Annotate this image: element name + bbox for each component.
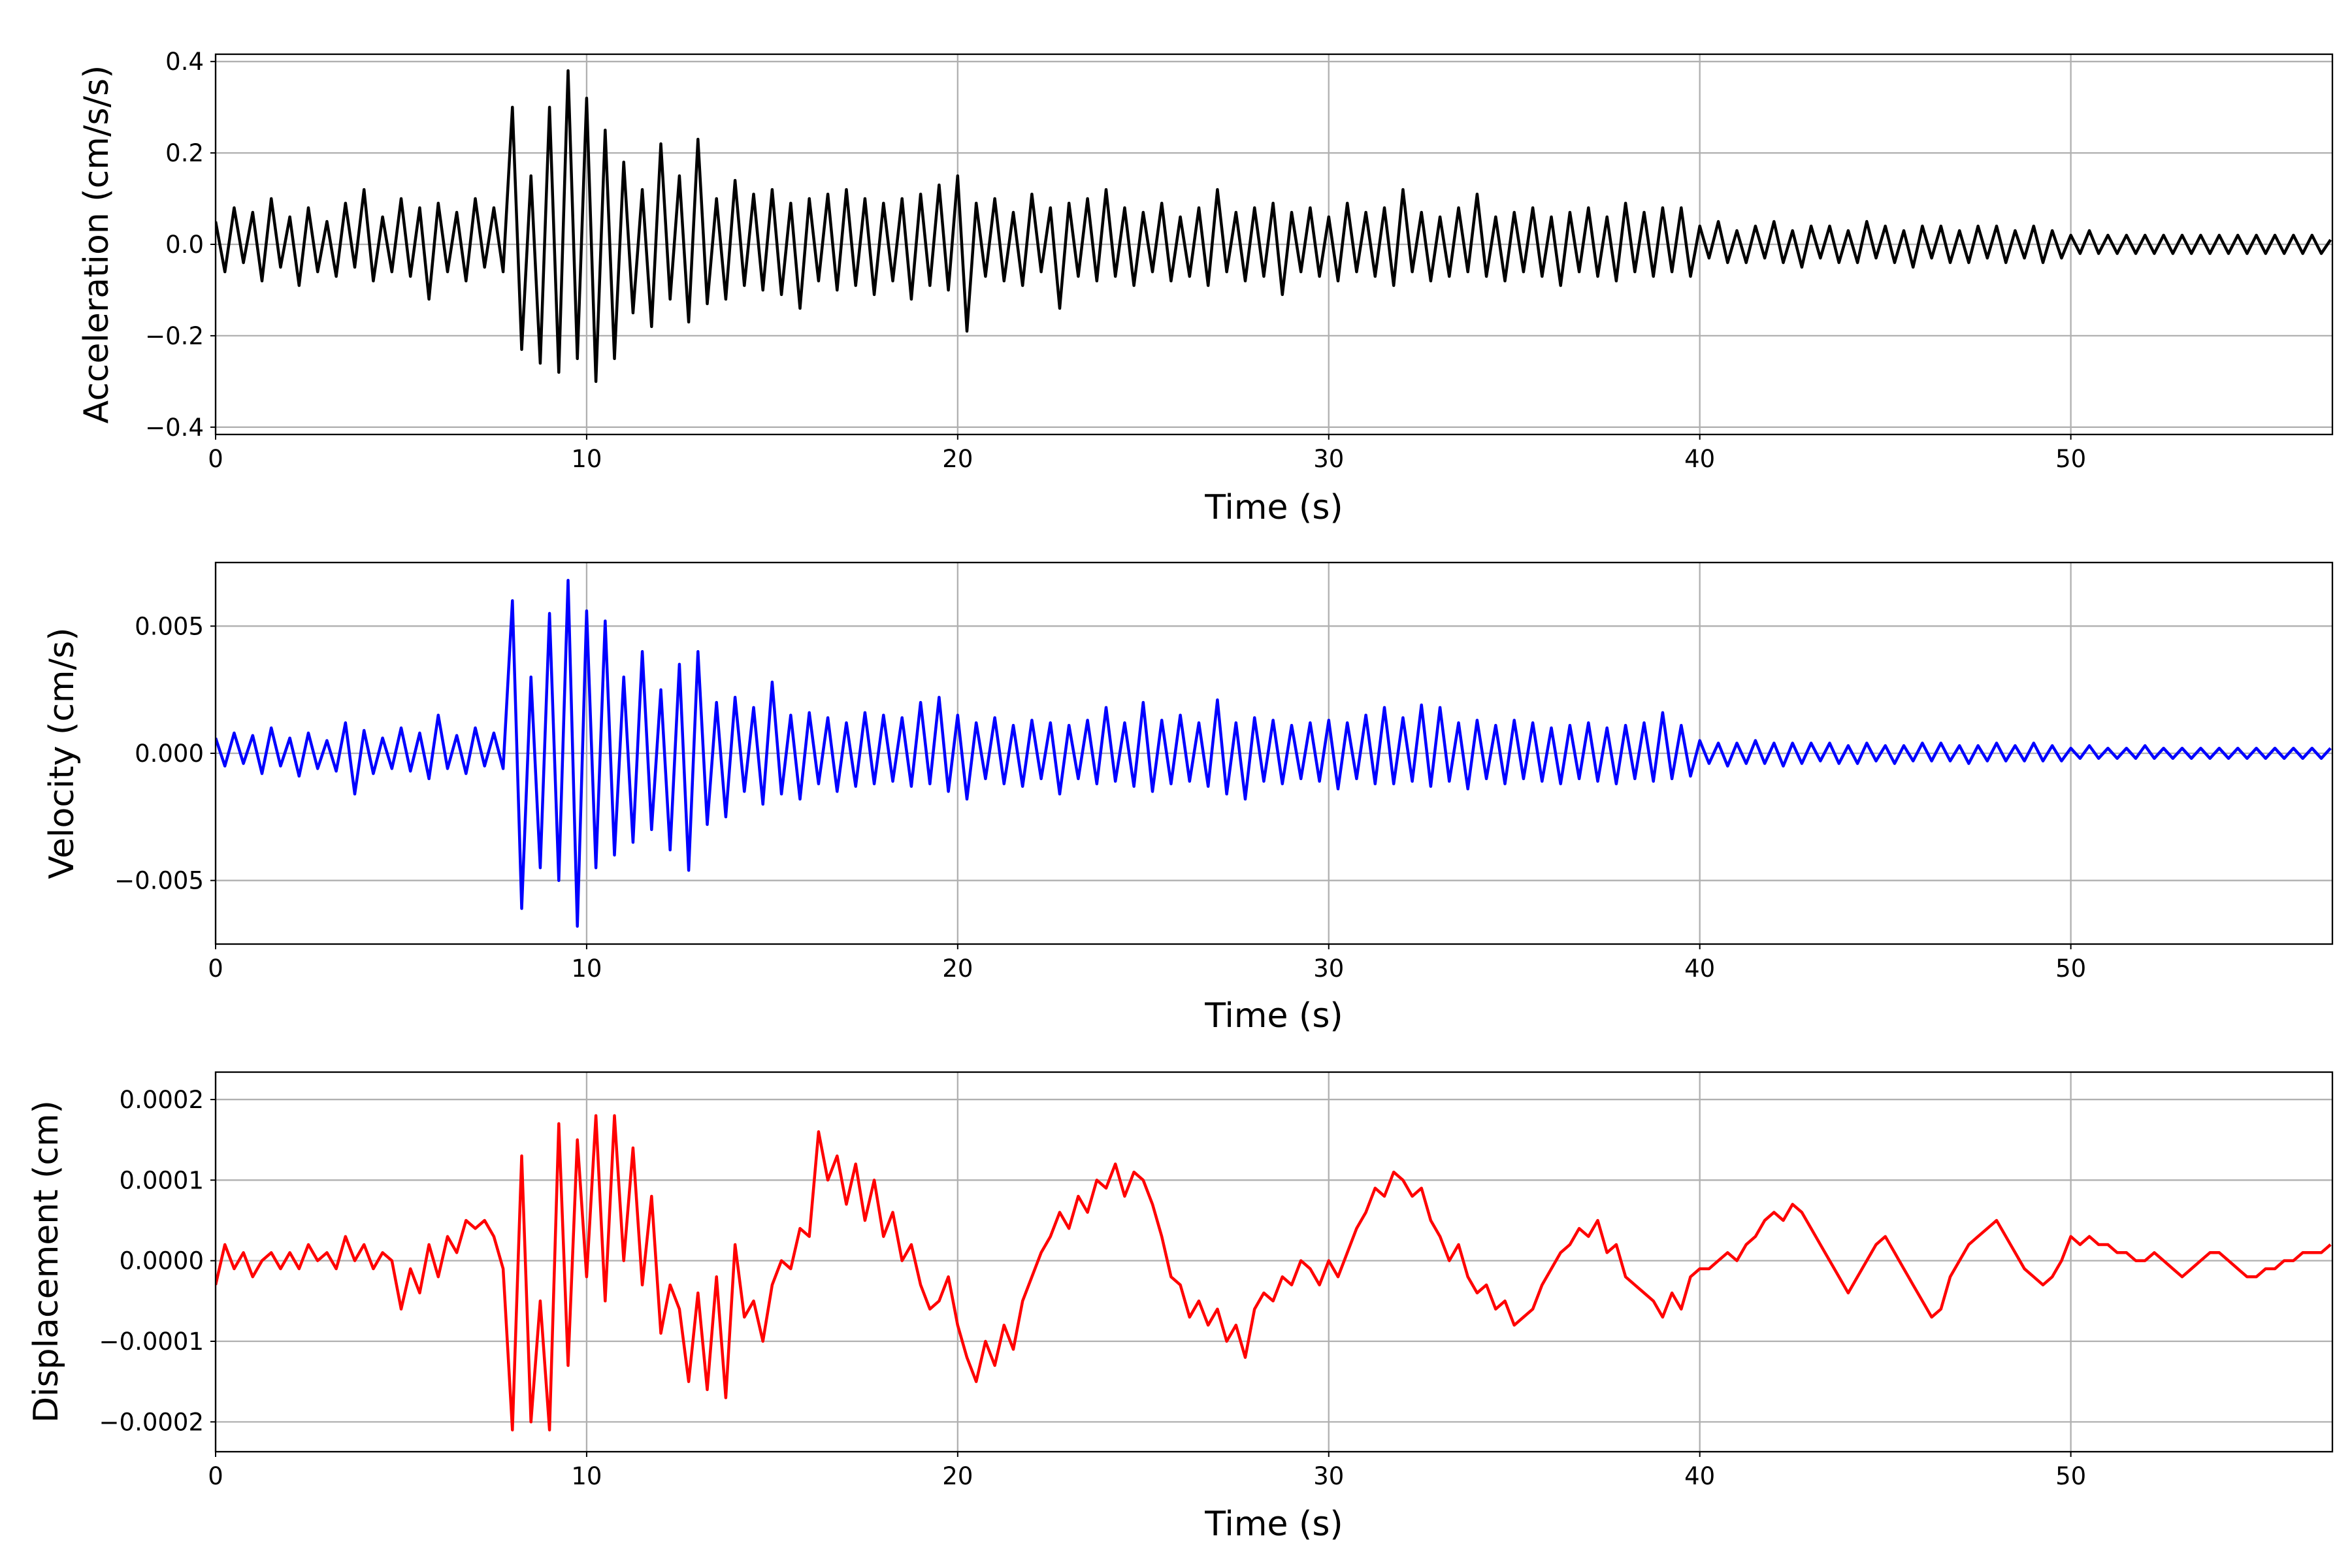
x-tick-label: 0 bbox=[208, 1462, 223, 1490]
displacement-subplot: Time (s) Displacement (cm) 0 10 20 30 40 50 −0… bbox=[27, 1071, 2334, 1544]
series-line bbox=[216, 579, 2332, 928]
y-axis-label: Acceleration (cm/s/s) bbox=[77, 65, 116, 424]
x-axis-label: Time (s) bbox=[1204, 1505, 1343, 1544]
velocity-subplot: Time (s) Velocity (cm/s) 0 10 20 30 40 50 −0.0… bbox=[42, 561, 2334, 1036]
y-tick-label: 0.0001 bbox=[120, 1166, 204, 1194]
axes-frame bbox=[214, 1071, 2334, 1453]
x-tick-label: 30 bbox=[1313, 1462, 1344, 1490]
x-tick-label: 50 bbox=[2055, 1462, 2086, 1490]
x-tick-label: 0 bbox=[208, 955, 223, 983]
x-tick-label: 40 bbox=[1684, 445, 1715, 473]
y-tick-label: −0.0002 bbox=[99, 1408, 204, 1436]
x-tick-label: 50 bbox=[2055, 445, 2086, 473]
x-tick-label: 20 bbox=[942, 1462, 973, 1490]
x-tick-label: 40 bbox=[1684, 1462, 1715, 1490]
y-axis-label: Velocity (cm/s) bbox=[42, 628, 82, 879]
x-axis-label: Time (s) bbox=[1204, 996, 1343, 1036]
y-tick-label: −0.005 bbox=[114, 867, 204, 895]
x-tick-label: 0 bbox=[208, 445, 223, 473]
y-tick-label: −0.4 bbox=[145, 414, 204, 442]
y-tick-label: 0.4 bbox=[165, 48, 204, 76]
y-tick-label: −0.0001 bbox=[99, 1328, 204, 1356]
series-line bbox=[216, 69, 2332, 384]
acceleration-subplot: Time (s) Acceleration (cm/s/s) 0 10 20 30 40… bbox=[77, 48, 2334, 527]
x-tick-label: 10 bbox=[571, 955, 602, 983]
y-axis-label: Displacement (cm) bbox=[27, 1100, 66, 1423]
y-tick-label: 0.005 bbox=[135, 612, 204, 640]
axes-frame bbox=[214, 53, 2334, 436]
series-line bbox=[216, 1114, 2332, 1431]
x-tick-label: 20 bbox=[942, 445, 973, 473]
x-tick-label: 50 bbox=[2055, 955, 2086, 983]
x-tick-label: 30 bbox=[1313, 445, 1344, 473]
x-tick-label: 10 bbox=[571, 1462, 602, 1490]
x-tick-label: 40 bbox=[1684, 955, 1715, 983]
y-tick-label: 0.0000 bbox=[120, 1247, 204, 1275]
axes-frame bbox=[214, 561, 2334, 945]
x-tick-label: 30 bbox=[1313, 955, 1344, 983]
y-tick-label: 0.000 bbox=[135, 740, 204, 768]
y-tick-label: −0.2 bbox=[145, 322, 204, 350]
x-tick-label: 10 bbox=[571, 445, 602, 473]
y-tick-label: 0.0002 bbox=[120, 1086, 204, 1114]
x-axis-label: Time (s) bbox=[1204, 488, 1343, 527]
x-tick-label: 20 bbox=[942, 955, 973, 983]
y-tick-label: 0.2 bbox=[165, 139, 204, 167]
y-tick-label: 0.0 bbox=[165, 231, 204, 259]
